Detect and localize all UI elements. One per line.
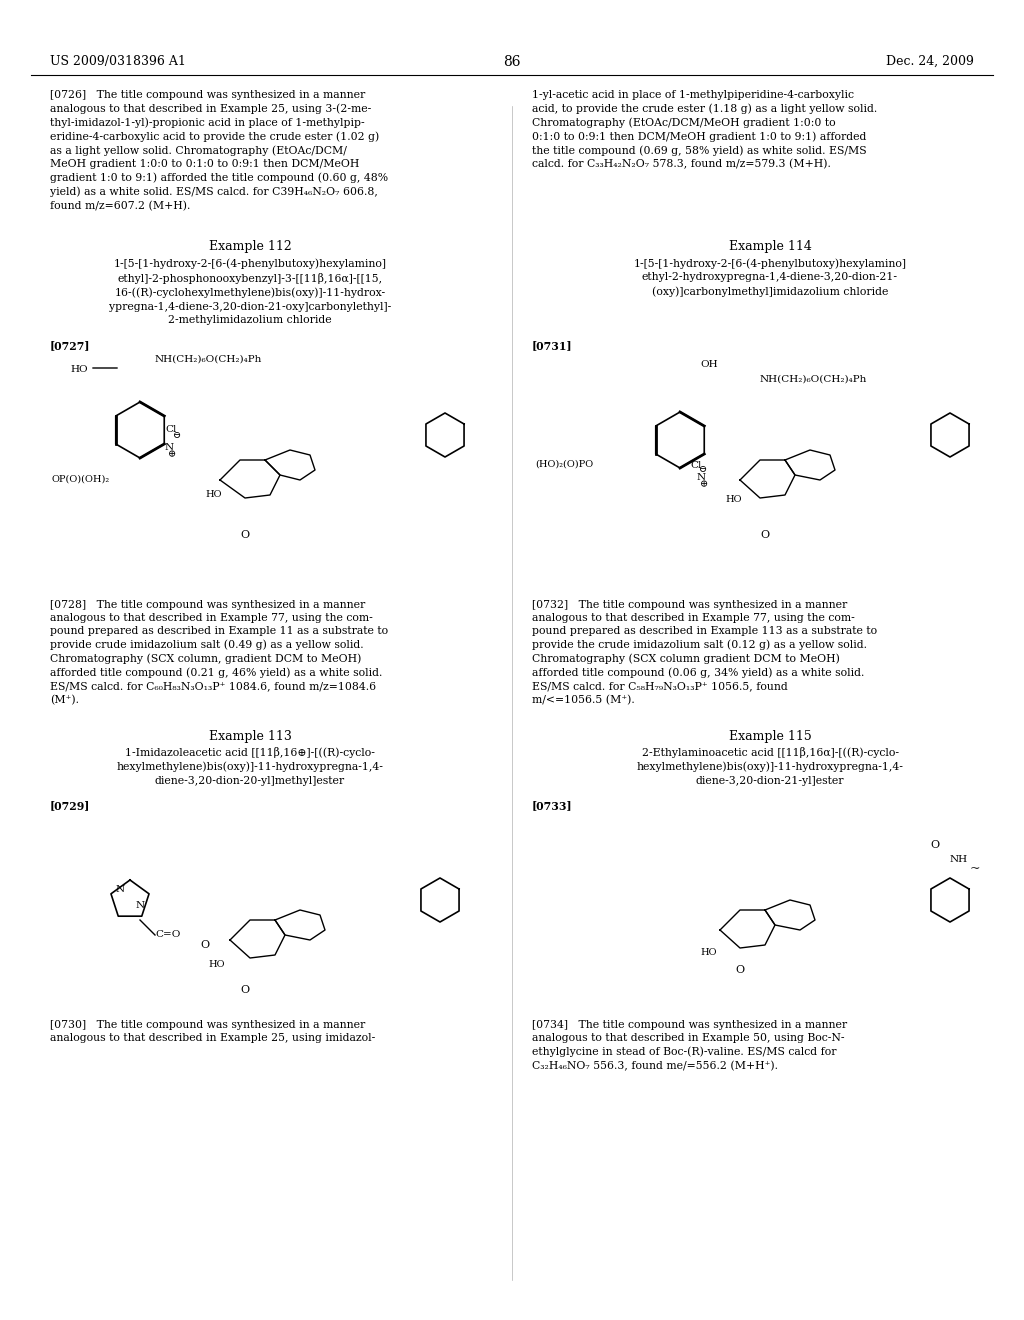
Text: [0731]: [0731] (532, 341, 572, 351)
Text: OH: OH (700, 360, 718, 370)
FancyBboxPatch shape (50, 370, 480, 579)
Text: [0727]: [0727] (50, 341, 90, 351)
Text: [0728]   The title compound was synthesized in a manner
analogous to that descri: [0728] The title compound was synthesize… (50, 601, 388, 705)
Text: Example 114: Example 114 (728, 240, 811, 253)
Text: Cl: Cl (165, 425, 176, 434)
Text: 1-[5-[1-hydroxy-2-[6-(4-phenylbutoxy)hexylamino]
ethyl-2-hydroxypregna-1,4-diene: 1-[5-[1-hydroxy-2-[6-(4-phenylbutoxy)hex… (634, 257, 906, 297)
Text: HO: HO (70, 366, 88, 374)
Text: Example 113: Example 113 (209, 730, 292, 743)
Text: N: N (165, 442, 174, 451)
Text: HO: HO (205, 490, 221, 499)
Text: O: O (200, 940, 209, 950)
Text: NH(CH₂)₆O(CH₂)₄Ph: NH(CH₂)₆O(CH₂)₄Ph (155, 355, 262, 364)
Text: 1-Imidazoleacetic acid [[11β,16⊕]-[((R)-cyclo-
hexylmethylene)bis(oxy)]-11-hydro: 1-Imidazoleacetic acid [[11β,16⊕]-[((R)-… (117, 747, 383, 785)
Text: 86: 86 (503, 55, 521, 69)
Text: [0730]   The title compound was synthesized in a manner
analogous to that descri: [0730] The title compound was synthesize… (50, 1020, 375, 1043)
Text: Example 115: Example 115 (729, 730, 811, 743)
Text: NH: NH (950, 855, 968, 865)
Text: ⊖: ⊖ (173, 430, 181, 440)
Text: 1-yl-acetic acid in place of 1-methylpiperidine-4-carboxylic
acid, to provide th: 1-yl-acetic acid in place of 1-methylpip… (532, 90, 878, 170)
Text: OP(O)(OH)₂: OP(O)(OH)₂ (52, 475, 111, 484)
Text: HO: HO (725, 495, 741, 504)
Text: [0733]: [0733] (532, 800, 572, 810)
Text: N: N (697, 474, 707, 483)
Text: O: O (735, 965, 744, 975)
Text: ~: ~ (970, 862, 981, 875)
Text: ⊕: ⊕ (168, 450, 176, 459)
Text: [0734]   The title compound was synthesized in a manner
analogous to that descri: [0734] The title compound was synthesize… (532, 1020, 847, 1071)
Text: O: O (930, 840, 939, 850)
Text: O: O (240, 531, 249, 540)
Text: [0732]   The title compound was synthesized in a manner
analogous to that descri: [0732] The title compound was synthesize… (532, 601, 878, 705)
Text: ⊖: ⊖ (699, 466, 708, 474)
Text: NH(CH₂)₆O(CH₂)₄Ph: NH(CH₂)₆O(CH₂)₄Ph (760, 375, 867, 384)
Text: [0729]: [0729] (50, 800, 90, 810)
Text: [0726]   The title compound was synthesized in a manner
analogous to that descri: [0726] The title compound was synthesize… (50, 90, 388, 211)
Text: (HO)₂(O)PO: (HO)₂(O)PO (535, 459, 593, 469)
Text: Dec. 24, 2009: Dec. 24, 2009 (886, 55, 974, 69)
Text: C=O: C=O (155, 931, 180, 939)
Text: O: O (240, 985, 249, 995)
Text: N: N (116, 886, 125, 895)
Text: N: N (135, 900, 144, 909)
Text: HO: HO (700, 948, 717, 957)
Text: US 2009/0318396 A1: US 2009/0318396 A1 (50, 55, 186, 69)
Text: HO: HO (208, 960, 224, 969)
Text: 2-Ethylaminoacetic acid [[11β,16α]-[((R)-cyclo-
hexylmethylene)bis(oxy)]-11-hydr: 2-Ethylaminoacetic acid [[11β,16α]-[((R)… (637, 747, 903, 785)
Text: O: O (760, 531, 769, 540)
Text: 1-[5-[1-hydroxy-2-[6-(4-phenylbutoxy)hexylamino]
ethyl]-2-phosphonooxybenzyl]-3-: 1-[5-[1-hydroxy-2-[6-(4-phenylbutoxy)hex… (109, 257, 391, 325)
Text: Example 112: Example 112 (209, 240, 292, 253)
Text: ⊕: ⊕ (700, 480, 709, 490)
Text: Cl: Cl (690, 461, 701, 470)
